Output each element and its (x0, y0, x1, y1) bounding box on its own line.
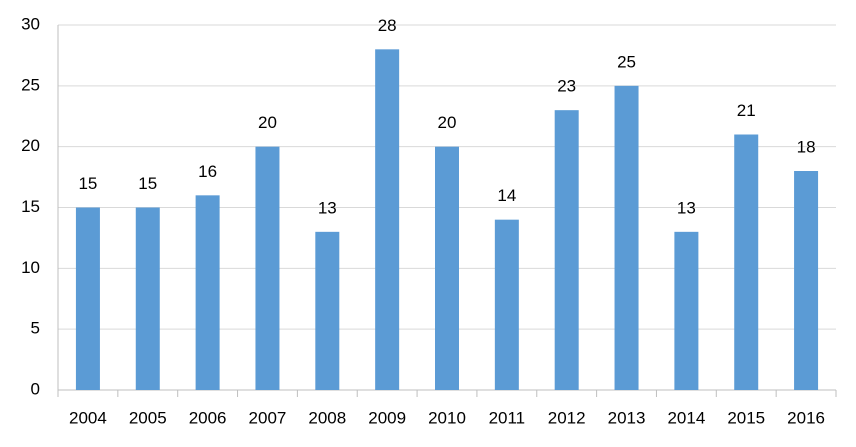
data-label: 14 (497, 186, 516, 205)
data-label: 13 (677, 198, 696, 217)
y-tick-label: 10 (21, 258, 40, 277)
data-label: 21 (737, 101, 756, 120)
bar (435, 146, 459, 390)
x-tick-label: 2005 (129, 408, 167, 427)
bar (195, 195, 220, 390)
bar (674, 231, 699, 390)
bar (135, 207, 160, 390)
y-tick-label: 25 (21, 75, 40, 94)
bar (75, 207, 100, 390)
x-tick-label: 2009 (368, 408, 406, 427)
data-label: 18 (797, 137, 816, 156)
bar (734, 134, 759, 390)
x-tick-label: 2016 (787, 408, 825, 427)
x-tick-label: 2014 (667, 408, 705, 427)
bar (554, 110, 579, 391)
data-label: 20 (258, 113, 277, 132)
data-label: 13 (318, 198, 337, 217)
data-label: 15 (78, 174, 97, 193)
y-tick-label: 0 (31, 379, 40, 398)
x-tick-label: 2004 (69, 408, 107, 427)
x-tick-label: 2012 (548, 408, 586, 427)
y-tick-label: 15 (21, 197, 40, 216)
y-tick-label: 5 (31, 319, 40, 338)
y-tick-label: 30 (21, 14, 40, 33)
x-tick-label: 2008 (308, 408, 346, 427)
bar (614, 85, 639, 390)
bar (375, 49, 400, 390)
bar (794, 171, 819, 390)
bar (315, 231, 340, 390)
x-tick-label: 2010 (428, 408, 466, 427)
bar (494, 219, 519, 390)
x-tick-label: 2007 (249, 408, 287, 427)
y-tick-label: 20 (21, 136, 40, 155)
x-tick-label: 2011 (489, 408, 526, 427)
x-tick-label: 2013 (608, 408, 646, 427)
data-label: 28 (378, 16, 397, 35)
data-label: 25 (617, 52, 636, 71)
data-label: 23 (557, 77, 576, 96)
x-tick-label: 2006 (189, 408, 227, 427)
data-label: 20 (438, 113, 457, 132)
bar (255, 146, 280, 390)
data-label: 15 (138, 174, 157, 193)
data-label: 16 (198, 162, 217, 181)
x-tick-label: 2015 (727, 408, 765, 427)
